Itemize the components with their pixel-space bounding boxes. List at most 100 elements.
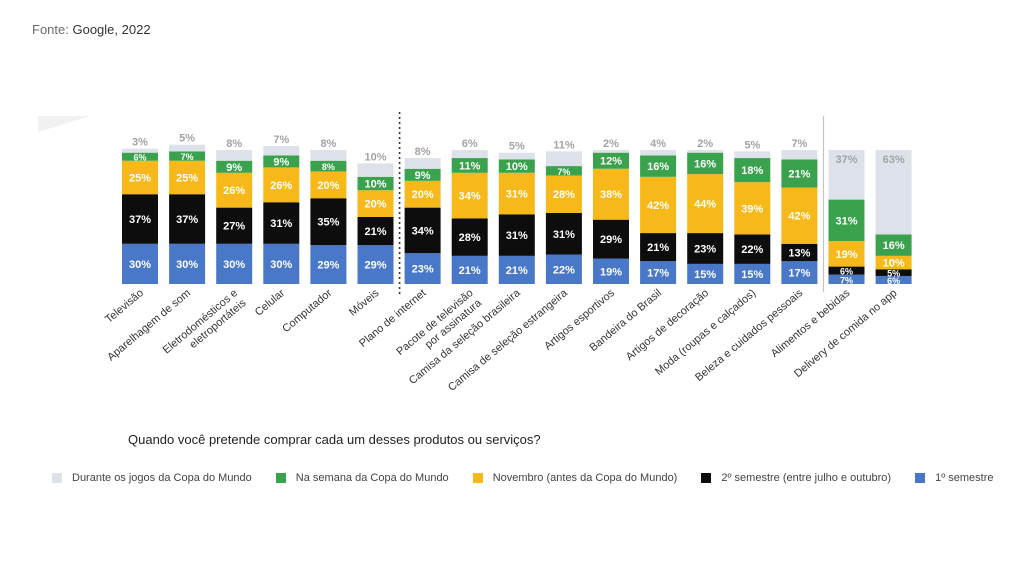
data-label: 19% <box>600 266 622 278</box>
bar-segment <box>357 217 394 246</box>
legend-swatch <box>915 473 926 483</box>
data-label: 6% <box>887 276 900 286</box>
source-label: Fonte: <box>32 22 69 37</box>
legend-item: Novembro (antes da Copa do Mundo) <box>472 472 677 484</box>
bar-segment <box>640 176 677 234</box>
bar-segment <box>734 151 771 159</box>
legend-item: Durante os jogos da Copa do Mundo <box>52 472 252 484</box>
bar-segment <box>875 269 912 276</box>
bar-segment <box>734 234 771 264</box>
data-label: 10% <box>364 151 386 163</box>
bar-segment <box>263 243 300 284</box>
bar-segment <box>169 144 206 152</box>
bar-segment <box>404 207 441 254</box>
bar-segment <box>640 150 677 156</box>
data-label: 4% <box>650 138 666 150</box>
bar-segment <box>593 219 629 259</box>
data-label: 25% <box>129 173 151 185</box>
data-label: 30% <box>270 259 292 271</box>
data-label: 31% <box>506 189 528 201</box>
data-label: 7% <box>181 152 194 162</box>
bar-segment <box>498 152 535 160</box>
data-label: 8% <box>320 138 336 150</box>
data-label: 17% <box>647 268 669 280</box>
bar-segment <box>875 150 912 235</box>
source-value: Google, 2022 <box>72 22 151 37</box>
data-label: 15% <box>694 269 716 281</box>
bar-segment <box>781 159 818 188</box>
data-label: 31% <box>270 218 292 230</box>
data-label: 21% <box>788 168 810 180</box>
bar-segment <box>122 243 158 284</box>
bar-segment <box>640 261 677 284</box>
data-label: 21% <box>647 242 669 254</box>
data-label: 22% <box>741 244 763 256</box>
data-label: 34% <box>459 191 481 203</box>
bar-segment <box>169 160 206 195</box>
data-label: 34% <box>412 225 434 237</box>
bar-segment <box>781 261 818 284</box>
bar-segment <box>263 155 300 168</box>
data-label: 22% <box>553 264 575 276</box>
category-label: Alimentos e bebidas <box>769 287 853 360</box>
data-label: 42% <box>647 200 669 212</box>
data-label: 7% <box>557 167 570 177</box>
data-label: 44% <box>694 199 716 211</box>
category-label: Televisão <box>103 287 146 326</box>
data-label: 6% <box>462 138 478 150</box>
category-label: Computador <box>280 287 334 335</box>
data-label: 9% <box>273 156 289 168</box>
data-label: 28% <box>459 232 481 244</box>
category-label: Móveis <box>347 287 382 319</box>
data-label: 9% <box>415 170 431 182</box>
data-label: 8% <box>322 162 335 172</box>
legend-swatch <box>275 473 286 483</box>
bar-segment <box>593 152 629 169</box>
data-label: 30% <box>129 259 151 271</box>
data-label: 5% <box>179 133 195 145</box>
data-label: 6% <box>133 153 146 163</box>
data-label: 21% <box>459 265 481 277</box>
data-label: 21% <box>506 265 528 277</box>
legend-label: 1º semestre <box>935 472 994 484</box>
data-label: 19% <box>835 249 857 261</box>
data-label: 5% <box>509 141 525 153</box>
bar-segment <box>687 174 724 234</box>
data-label: 35% <box>317 217 339 229</box>
legend-item: 2º semestre (entre julho e outubro) <box>701 472 891 484</box>
data-label: 29% <box>600 234 622 246</box>
data-label: 39% <box>741 203 763 215</box>
bar-segment <box>404 253 441 284</box>
bar-segment <box>357 245 394 284</box>
bar-segment <box>828 241 865 267</box>
data-label: 9% <box>226 162 242 174</box>
bar-segment <box>828 274 865 284</box>
data-label: 18% <box>741 165 763 177</box>
data-label: 20% <box>412 189 434 201</box>
legend-label: Na semana da Copa do Mundo <box>295 472 449 484</box>
data-label: 7% <box>273 134 289 146</box>
data-label: 10% <box>364 179 386 191</box>
data-label: 5% <box>744 139 760 151</box>
data-label: 42% <box>788 211 810 223</box>
data-label: 2% <box>697 138 713 150</box>
data-label: 7% <box>791 138 807 150</box>
bar-segment <box>781 150 818 160</box>
data-label: 3% <box>132 137 148 149</box>
data-label: 10% <box>883 258 905 270</box>
data-label: 26% <box>223 185 245 197</box>
chart-question: Quando você pretende comprar cada um des… <box>128 432 541 447</box>
bar-segment <box>122 160 158 195</box>
bar-segment <box>875 275 912 284</box>
bar-segment <box>216 207 253 244</box>
bar-segment <box>687 150 724 153</box>
bar-segment <box>781 187 818 244</box>
bar-segment <box>216 150 253 161</box>
chart-legend: Durante os jogos da Copa do Mundo Na sema… <box>52 472 1018 484</box>
bar-segment <box>216 172 253 208</box>
data-label: 16% <box>694 158 716 170</box>
data-label: 30% <box>176 259 198 271</box>
data-label: 31% <box>506 230 528 242</box>
category-label: Aparelhagem de som <box>105 287 193 363</box>
bar-segment <box>593 150 629 153</box>
